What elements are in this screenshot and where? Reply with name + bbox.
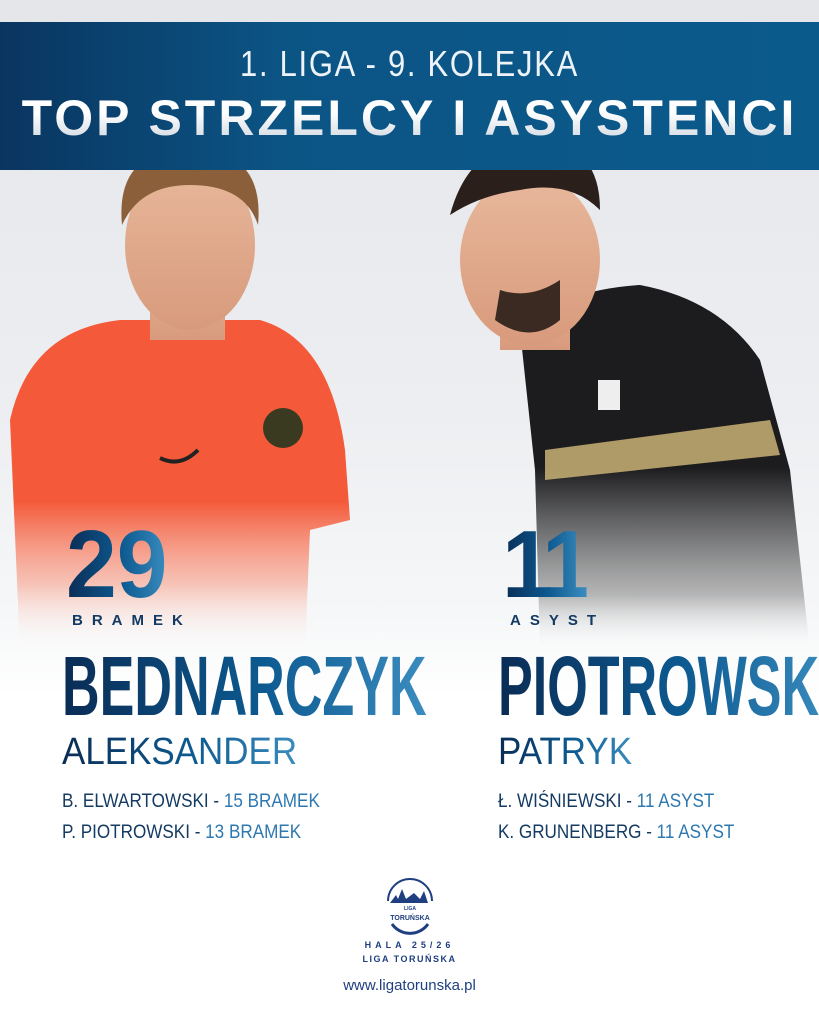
goals-count: 29 [66,511,168,618]
assists-unit: ASYST [510,612,606,629]
runner-up-2: K. GRUNENBERG - 11 ASYST [498,822,735,843]
liga-torunska-logo: LIGA TORUŃSKA [387,878,433,935]
season-label: HALA 25/26 [364,940,455,950]
club-badge [263,408,303,448]
orange-shirt [10,320,350,650]
runner-up-value: 13 BRAMEK [205,822,302,843]
league-label: LIGA TORUŃSKA [362,954,457,964]
page-title: TOP STRZELCY I ASYSTENCI [0,90,819,146]
nike-swoosh [159,448,200,464]
runner-up-name: B. ELWARTOWSKI [62,791,209,812]
scorer-first-name: ALEKSANDER [62,731,298,773]
runner-up-value: 11 ASYST [656,822,735,843]
website-link[interactable]: www.ligatorunska.pl [343,977,476,994]
goals-unit: BRAMEK [72,612,192,629]
round-title: 1. LIGA - 9. KOLEJKA [239,43,579,84]
svg-text:LIGA: LIGA [404,906,416,912]
scorer-surname: BEDNARCZYK [62,639,427,733]
runner-up-value: 15 BRAMEK [223,791,320,812]
face [460,175,600,345]
runner-up-value: 11 ASYST [636,791,715,812]
svg-text:TORUŃSKA: TORUŃSKA [390,913,430,922]
assists-count: 11 [502,511,593,618]
assister-surname: PIOTROWSKI [498,644,819,728]
left-player-photo [10,148,350,650]
header-banner [0,22,819,170]
runner-up-1: B. ELWARTOWSKI - 15 BRAMEK [62,791,320,812]
assister-first-name: PATRYK [498,731,633,773]
face [125,160,255,330]
black-shirt [520,285,810,650]
right-player-photo [450,140,810,650]
runner-up-1: Ł. WIŚNIEWSKI - 11 ASYST [498,791,715,812]
gold-stripe [545,420,780,480]
runner-up-2: P. PIOTROWSKI - 13 BRAMEK [62,822,302,843]
club-badge [598,380,620,410]
beard [495,280,560,333]
runner-up-name: Ł. WIŚNIEWSKI [498,791,622,812]
runner-up-name: K. GRUNENBERG [498,822,642,843]
runner-up-name: P. PIOTROWSKI [62,822,190,843]
